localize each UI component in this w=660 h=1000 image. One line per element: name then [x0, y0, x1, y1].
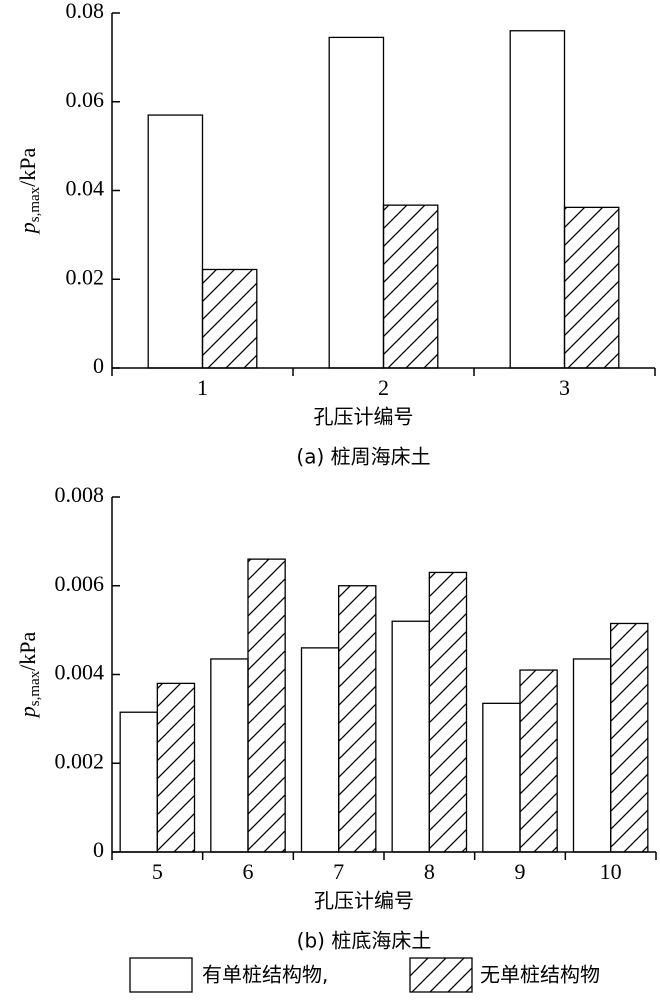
- x-tick-label: 10: [600, 859, 622, 884]
- bar: [247, 558, 286, 853]
- legend-label: 无单桩结构物: [480, 963, 600, 987]
- bar: [300, 647, 340, 853]
- y-axis-subscript: s,max: [27, 670, 43, 706]
- x-tick-label: 2: [378, 375, 389, 400]
- y-tick-label: 0.002: [55, 748, 105, 773]
- y-tick-label: 0.006: [55, 571, 105, 596]
- bar: [382, 204, 439, 369]
- legend-label: 有单桩结构物,: [202, 963, 328, 987]
- bar: [610, 622, 649, 853]
- y-axis-unit: /kPa: [15, 632, 40, 671]
- x-tick-label: 5: [152, 859, 163, 884]
- x-tick-label: 8: [424, 859, 435, 884]
- y-tick-label: 0: [93, 353, 104, 378]
- y-axis-unit: /kPa: [15, 148, 40, 187]
- bar: [210, 658, 249, 853]
- bar: [482, 702, 521, 853]
- bar: [572, 658, 612, 853]
- y-axis-symbol: p: [15, 706, 40, 719]
- y-axis-symbol: p: [15, 222, 40, 235]
- bar: [338, 585, 377, 853]
- y-axis-title: ps,max/kPa: [15, 632, 43, 720]
- y-tick-label: 0.008: [55, 482, 105, 507]
- x-tick-label: 6: [243, 859, 254, 884]
- x-tick-label: 9: [515, 859, 526, 884]
- x-tick-label: 3: [559, 375, 570, 400]
- bar: [147, 114, 204, 369]
- bar: [509, 30, 566, 369]
- x-tick-label: 1: [197, 375, 208, 400]
- caption: (b) 桩底海床土: [297, 929, 432, 953]
- y-tick-label: 0.08: [66, 0, 105, 23]
- y-tick-label: 0.004: [55, 660, 105, 685]
- y-axis-subscript: s,max: [27, 186, 43, 222]
- caption: (a) 桩周海床土: [296, 445, 430, 469]
- y-tick-label: 0: [93, 837, 104, 862]
- legend-swatch: [129, 957, 193, 993]
- y-tick-label: 0.06: [66, 87, 105, 112]
- legend-swatch: [409, 957, 473, 993]
- bar: [563, 206, 620, 369]
- bar: [201, 268, 258, 369]
- y-tick-label: 0.02: [66, 264, 105, 289]
- y-tick-label: 0.04: [66, 176, 105, 201]
- x-tick-label: 7: [333, 859, 344, 884]
- bar: [391, 620, 430, 853]
- bar: [328, 36, 385, 369]
- x-axis-title: 孔压计编号: [314, 889, 414, 913]
- bar: [428, 571, 468, 853]
- bar: [156, 682, 196, 853]
- x-axis-title: 孔压计编号: [314, 405, 414, 429]
- bar: [519, 669, 558, 853]
- bar: [119, 711, 158, 853]
- y-axis-title: ps,max/kPa: [15, 148, 43, 236]
